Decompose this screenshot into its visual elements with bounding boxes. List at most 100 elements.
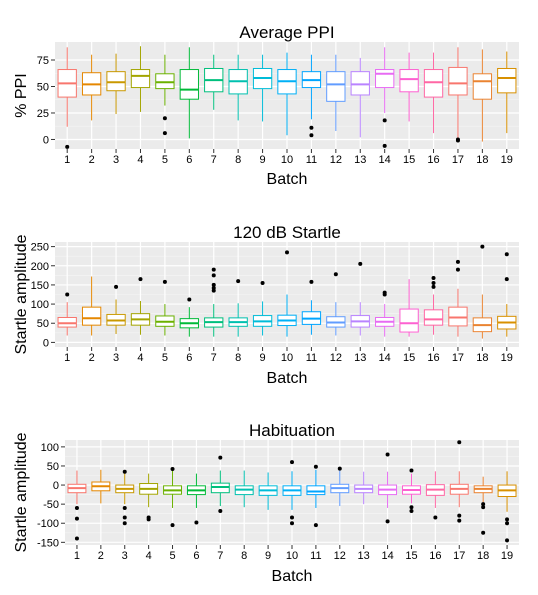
box-batch-19 <box>497 252 517 337</box>
outlier-point <box>457 518 462 523</box>
box-batch-14 <box>378 452 398 524</box>
y-tick-label: 50 <box>37 81 49 93</box>
box-batch-11 <box>306 464 326 528</box>
box-batch-15 <box>399 52 419 122</box>
x-tick-label: 5 <box>162 154 168 166</box>
box-batch-18 <box>472 49 493 142</box>
chart-title: 120 dB Startle <box>233 223 341 242</box>
outlier-point <box>309 279 314 284</box>
outlier-point <box>481 502 486 507</box>
box-iqr <box>399 69 419 93</box>
box-batch-5 <box>163 467 182 528</box>
outlier-point <box>138 277 143 282</box>
outlier-point <box>260 281 265 286</box>
box-batch-19 <box>497 471 517 543</box>
outlier-point <box>309 125 314 130</box>
y-tick-label: 0 <box>53 480 59 492</box>
box-batch-10 <box>282 460 302 526</box>
outlier-point <box>74 505 79 510</box>
x-tick-label: 6 <box>186 154 192 166</box>
outlier-point <box>337 466 342 471</box>
x-tick-label: 19 <box>501 550 513 562</box>
outlier-point <box>358 261 363 266</box>
y-tick-label: 150 <box>31 280 49 292</box>
box-iqr <box>179 69 199 100</box>
y-tick-label: 0 <box>43 337 49 349</box>
outlier-point <box>290 521 294 526</box>
outlier-point <box>146 517 151 522</box>
outlier-point <box>218 509 223 514</box>
x-tick-label: 3 <box>113 352 119 364</box>
x-tick-label: 19 <box>501 154 513 166</box>
box-batch-15 <box>399 279 419 337</box>
box-batch-7 <box>204 54 224 110</box>
x-axis-title: Batch <box>267 171 308 188</box>
box-iqr <box>472 73 493 100</box>
x-tick-label: 1 <box>64 352 70 364</box>
x-tick-label: 7 <box>211 154 217 166</box>
box-batch-5 <box>155 279 175 336</box>
box-batch-2 <box>81 54 102 121</box>
outlier-point <box>382 118 387 123</box>
x-axis-title: Batch <box>267 370 308 387</box>
box-batch-1 <box>57 292 77 336</box>
x-tick-label: 1 <box>64 154 70 166</box>
box-iqr <box>375 69 395 89</box>
x-tick-label: 11 <box>306 154 317 166</box>
outlier-point <box>505 521 510 526</box>
box-batch-18 <box>473 476 493 535</box>
outlier-point <box>455 138 460 143</box>
y-tick-label: -50 <box>43 499 59 511</box>
outlier-point <box>122 521 127 526</box>
box-iqr <box>155 73 175 90</box>
box-batch-2 <box>81 276 102 336</box>
x-tick-label: 17 <box>452 352 464 364</box>
outlier-point <box>211 282 216 287</box>
x-tick-label: 5 <box>162 352 168 364</box>
x-tick-label: 17 <box>452 154 464 166</box>
box-batch-8 <box>234 470 254 508</box>
x-tick-label: 15 <box>403 352 415 364</box>
outlier-point <box>382 290 387 295</box>
outlier-point <box>313 523 318 528</box>
box-batch-1 <box>57 47 77 149</box>
x-tick-label: 10 <box>286 550 298 562</box>
outlier-point <box>385 519 390 524</box>
x-tick-label: 16 <box>427 154 439 166</box>
x-tick-label: 13 <box>354 154 366 166</box>
x-tick-label: 12 <box>330 154 342 166</box>
box-batch-8 <box>228 54 248 121</box>
box-iqr <box>106 71 126 92</box>
box-batch-4 <box>139 473 159 522</box>
x-tick-label: 15 <box>403 154 415 166</box>
x-tick-label: 10 <box>281 352 293 364</box>
x-tick-label: 9 <box>260 154 266 166</box>
outlier-point <box>170 523 175 528</box>
box-batch-11 <box>301 279 322 335</box>
box-batch-6 <box>186 473 206 525</box>
outlier-point <box>457 513 462 518</box>
x-tick-label: 18 <box>476 154 488 166</box>
x-tick-label: 9 <box>260 352 266 364</box>
x-tick-label: 1 <box>74 550 80 562</box>
outlier-point <box>65 292 70 297</box>
x-tick-label: 4 <box>137 352 143 364</box>
outlier-point <box>313 464 318 469</box>
outlier-point <box>122 505 127 510</box>
x-tick-label: 17 <box>453 550 465 562</box>
outlier-point <box>65 144 70 149</box>
outlier-point <box>409 505 414 510</box>
box-batch-4 <box>130 277 151 335</box>
box-batch-3 <box>106 284 126 334</box>
outlier-point <box>431 276 436 281</box>
box-batch-3 <box>115 469 135 526</box>
outlier-point <box>285 250 289 255</box>
x-tick-label: 4 <box>137 154 143 166</box>
x-tick-label: 11 <box>310 550 321 562</box>
outlier-point <box>457 440 462 445</box>
outlier-point <box>211 285 216 290</box>
y-tick-label: 250 <box>31 242 49 254</box>
x-tick-label: 10 <box>281 154 293 166</box>
outlier-point <box>114 284 119 289</box>
